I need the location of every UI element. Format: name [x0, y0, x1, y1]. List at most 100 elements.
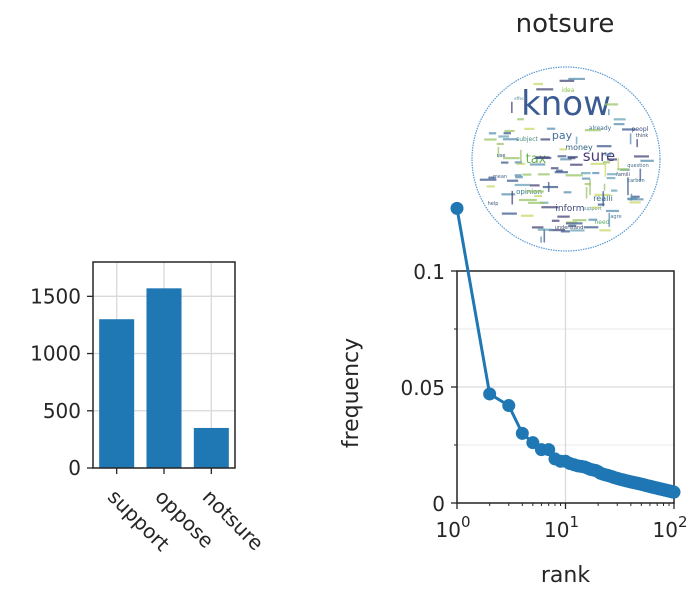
line-chart-y-axis-label: frequency: [339, 338, 364, 448]
word-cloud-speck: [514, 161, 522, 164]
line-chart-series: [450, 201, 681, 499]
word-cloud-word: agre: [610, 214, 621, 220]
word-cloud-speck: [518, 198, 537, 202]
word-cloud-speck: [596, 145, 612, 148]
bar-chart-y-tick-label: 1500: [30, 284, 81, 308]
word-cloud-speck: [496, 142, 504, 146]
word-cloud-speck: [622, 128, 636, 131]
word-cloud-word: carbon: [627, 178, 644, 184]
line-chart-y-tick-label: 0: [432, 492, 445, 516]
word-cloud-speck: [633, 155, 649, 158]
word-cloud-speck: [604, 153, 612, 156]
word-cloud-speck: [556, 169, 563, 172]
word-cloud-word: mean: [493, 174, 507, 180]
bar-support: [99, 319, 135, 468]
word-cloud-speck: [560, 158, 572, 161]
word-cloud-speck: [603, 183, 606, 191]
word-cloud-speck: [605, 209, 619, 213]
word-cloud-word: pay: [552, 129, 573, 142]
word-cloud-speck: [503, 157, 520, 160]
word-cloud-speck: [592, 171, 600, 175]
word-cloud-speck: [486, 185, 495, 188]
word-cloud-speck: [613, 123, 625, 126]
line-series-point: [667, 485, 681, 499]
word-cloud-speck: [565, 222, 583, 225]
word-cloud-speck: [607, 109, 610, 116]
line-chart-y-tick-label: 0.05: [400, 376, 445, 400]
bar-chart-y-tick-label: 500: [43, 399, 81, 423]
word-cloud-speck: [488, 176, 496, 179]
word-cloud-word: question: [627, 163, 649, 169]
line-chart-title: notsure: [516, 9, 615, 39]
word-cloud-speck: [613, 118, 626, 121]
word-cloud-speck: [529, 163, 546, 166]
bar-chart-y-ticks: 0 500 1000 1500: [30, 284, 93, 480]
word-cloud-speck: [514, 174, 522, 177]
word-cloud-speck: [607, 173, 618, 176]
word-cloud-speck: [540, 236, 542, 243]
word-cloud-speck: [479, 178, 497, 181]
word-cloud-word: help: [488, 201, 499, 207]
word-cloud-speck: [560, 230, 570, 233]
word-cloud-speck: [575, 136, 578, 145]
word-cloud-speck: [568, 224, 577, 227]
line-chart-x-tick-label: 102: [653, 513, 688, 542]
word-cloud-speck: [534, 194, 543, 198]
word-cloud-speck: [557, 215, 570, 218]
word-cloud-word: understand: [555, 225, 584, 231]
word-cloud-speck: [524, 127, 535, 130]
word-cloud-speck: [504, 129, 515, 133]
word-cloud-speck: [526, 190, 544, 193]
word-cloud-speck: [501, 212, 517, 215]
word-cloud-speck: [589, 179, 591, 195]
word-cloud-speck: [502, 138, 519, 141]
word-cloud-speck: [568, 77, 585, 81]
word-cloud-speck: [563, 191, 572, 194]
word-cloud-speck: [522, 173, 532, 176]
word-cloud-small-words: [479, 77, 654, 243]
word-cloud-speck: [517, 118, 524, 121]
word-cloud: knowsuretaxpaymoneyinformopinionreallisu…: [471, 66, 661, 252]
word-cloud-speck: [570, 229, 585, 232]
word-cloud-speck: [501, 193, 516, 196]
rank-frequency-chart: notsure 00.050.1 100 101 102 rank frequenc…: [339, 9, 688, 588]
line-series-point: [526, 436, 540, 450]
word-cloud-speck: [542, 185, 559, 189]
word-cloud-word: subject: [516, 136, 538, 143]
word-cloud-word: sure: [583, 147, 615, 165]
word-cloud-speck: [520, 149, 522, 162]
line-series-point: [483, 387, 497, 401]
word-cloud-speck: [581, 177, 591, 180]
word-cloud-speck: [602, 191, 605, 207]
word-cloud-speck: [514, 183, 531, 187]
word-cloud-speck: [557, 155, 567, 158]
word-cloud-speck: [554, 171, 568, 174]
word-cloud-speck: [630, 195, 640, 198]
word-cloud-speck: [565, 174, 583, 177]
line-chart-y-ticks: 0 0.05 0.1: [400, 260, 457, 516]
tick-base: 10: [653, 518, 678, 542]
word-cloud-speck: [584, 129, 601, 132]
word-cloud-word: need: [595, 219, 610, 226]
word-cloud-speck: [584, 182, 591, 186]
bar-chart-bars: [99, 288, 229, 468]
word-cloud-word: peopl: [632, 126, 649, 133]
line-series-point: [542, 443, 556, 457]
word-cloud-speck: [498, 135, 510, 138]
word-cloud-speck: [640, 159, 654, 162]
word-cloud-speck: [531, 226, 544, 229]
word-cloud-word: effect: [514, 96, 526, 101]
word-cloud-speck: [537, 173, 550, 176]
word-cloud-speck: [548, 229, 565, 232]
word-cloud-speck: [606, 176, 616, 180]
word-cloud-speck: [528, 201, 545, 204]
word-cloud-speck: [630, 193, 633, 201]
word-cloud-speck: [607, 158, 617, 161]
word-cloud-speck: [551, 219, 560, 222]
word-cloud-speck: [484, 138, 497, 141]
word-cloud-speck: [597, 203, 605, 206]
word-cloud-speck: [547, 181, 550, 192]
tick-base: 10: [544, 518, 569, 542]
